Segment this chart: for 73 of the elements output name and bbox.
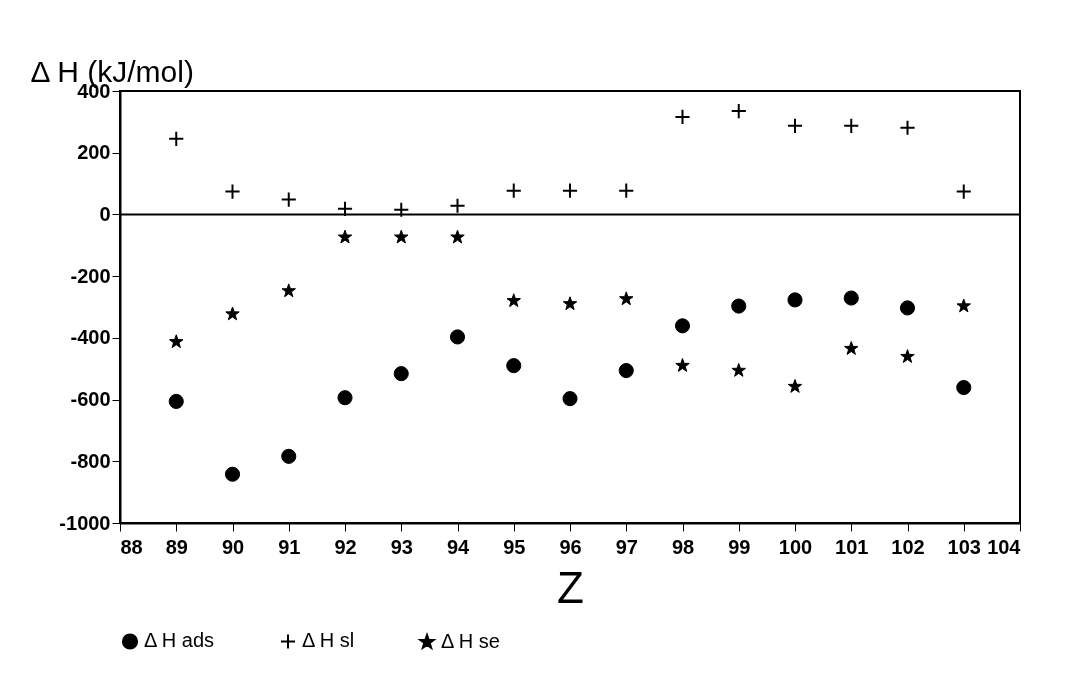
point (955, 183, 972, 200)
x-tick-label: 93 (390, 535, 413, 558)
point (393, 201, 410, 218)
point (224, 466, 241, 482)
x-tick-label: 90 (221, 535, 245, 558)
point (956, 379, 972, 396)
point (674, 108, 691, 125)
point (281, 448, 297, 464)
point (618, 182, 635, 199)
y-tick-label: -800 (70, 449, 111, 472)
point (562, 391, 578, 407)
point (280, 191, 297, 208)
point (787, 292, 803, 308)
point (899, 119, 916, 136)
x-tick-label: 89 (165, 535, 188, 558)
x-tick-label: 96 (559, 535, 582, 558)
point (843, 290, 859, 306)
point (956, 298, 971, 313)
point (731, 362, 746, 377)
x-tick-label: 91 (278, 535, 301, 558)
legend-label: Δ H sl (302, 629, 355, 652)
x-tick-label: 94 (446, 535, 470, 558)
y-tick-label: -200 (70, 264, 111, 287)
x-tick-label: 100 (778, 535, 813, 558)
point (899, 300, 916, 316)
point (449, 329, 466, 345)
x-tick-label: 88 (120, 535, 143, 558)
x-tick-label: 101 (835, 535, 869, 558)
y-tick-label: 200 (77, 141, 111, 164)
x-tick-label: 104 (987, 535, 1022, 558)
y-tick-label: -400 (70, 326, 111, 349)
point (506, 358, 522, 374)
point (169, 334, 184, 349)
point (787, 379, 803, 393)
point (506, 293, 521, 308)
x-tick-label: 97 (615, 535, 638, 558)
point (674, 318, 691, 334)
x-tick-label: 99 (728, 535, 751, 558)
point (900, 349, 915, 363)
point (505, 182, 522, 199)
point (168, 393, 184, 409)
point (561, 182, 579, 199)
point (393, 366, 409, 382)
x-tick-label: 95 (503, 535, 526, 558)
point (618, 363, 634, 379)
point (224, 183, 241, 200)
point (730, 102, 747, 120)
y-tick-label: -1000 (59, 511, 111, 534)
point (394, 229, 409, 244)
point (843, 117, 860, 134)
x-tick-label: 102 (891, 535, 925, 558)
point (786, 117, 804, 134)
x-tick-label: 103 (947, 535, 981, 558)
point (225, 306, 240, 321)
x-tick-label: 92 (334, 535, 357, 558)
x-tick-label: 98 (671, 535, 695, 558)
point (336, 200, 354, 217)
point (337, 390, 353, 406)
legend-label: Δ H ads (144, 629, 215, 652)
point (562, 296, 578, 311)
x-axis-title: Z (557, 562, 584, 612)
y-tick-label: 0 (99, 202, 111, 225)
point (168, 130, 185, 147)
point (731, 298, 747, 314)
point (449, 197, 466, 214)
point (619, 291, 634, 306)
point (675, 358, 690, 372)
legend-label: Δ H se (441, 630, 500, 652)
point (844, 341, 859, 355)
point (337, 229, 353, 244)
y-tick-label: -600 (70, 388, 111, 411)
point (450, 229, 465, 244)
point (281, 283, 296, 298)
